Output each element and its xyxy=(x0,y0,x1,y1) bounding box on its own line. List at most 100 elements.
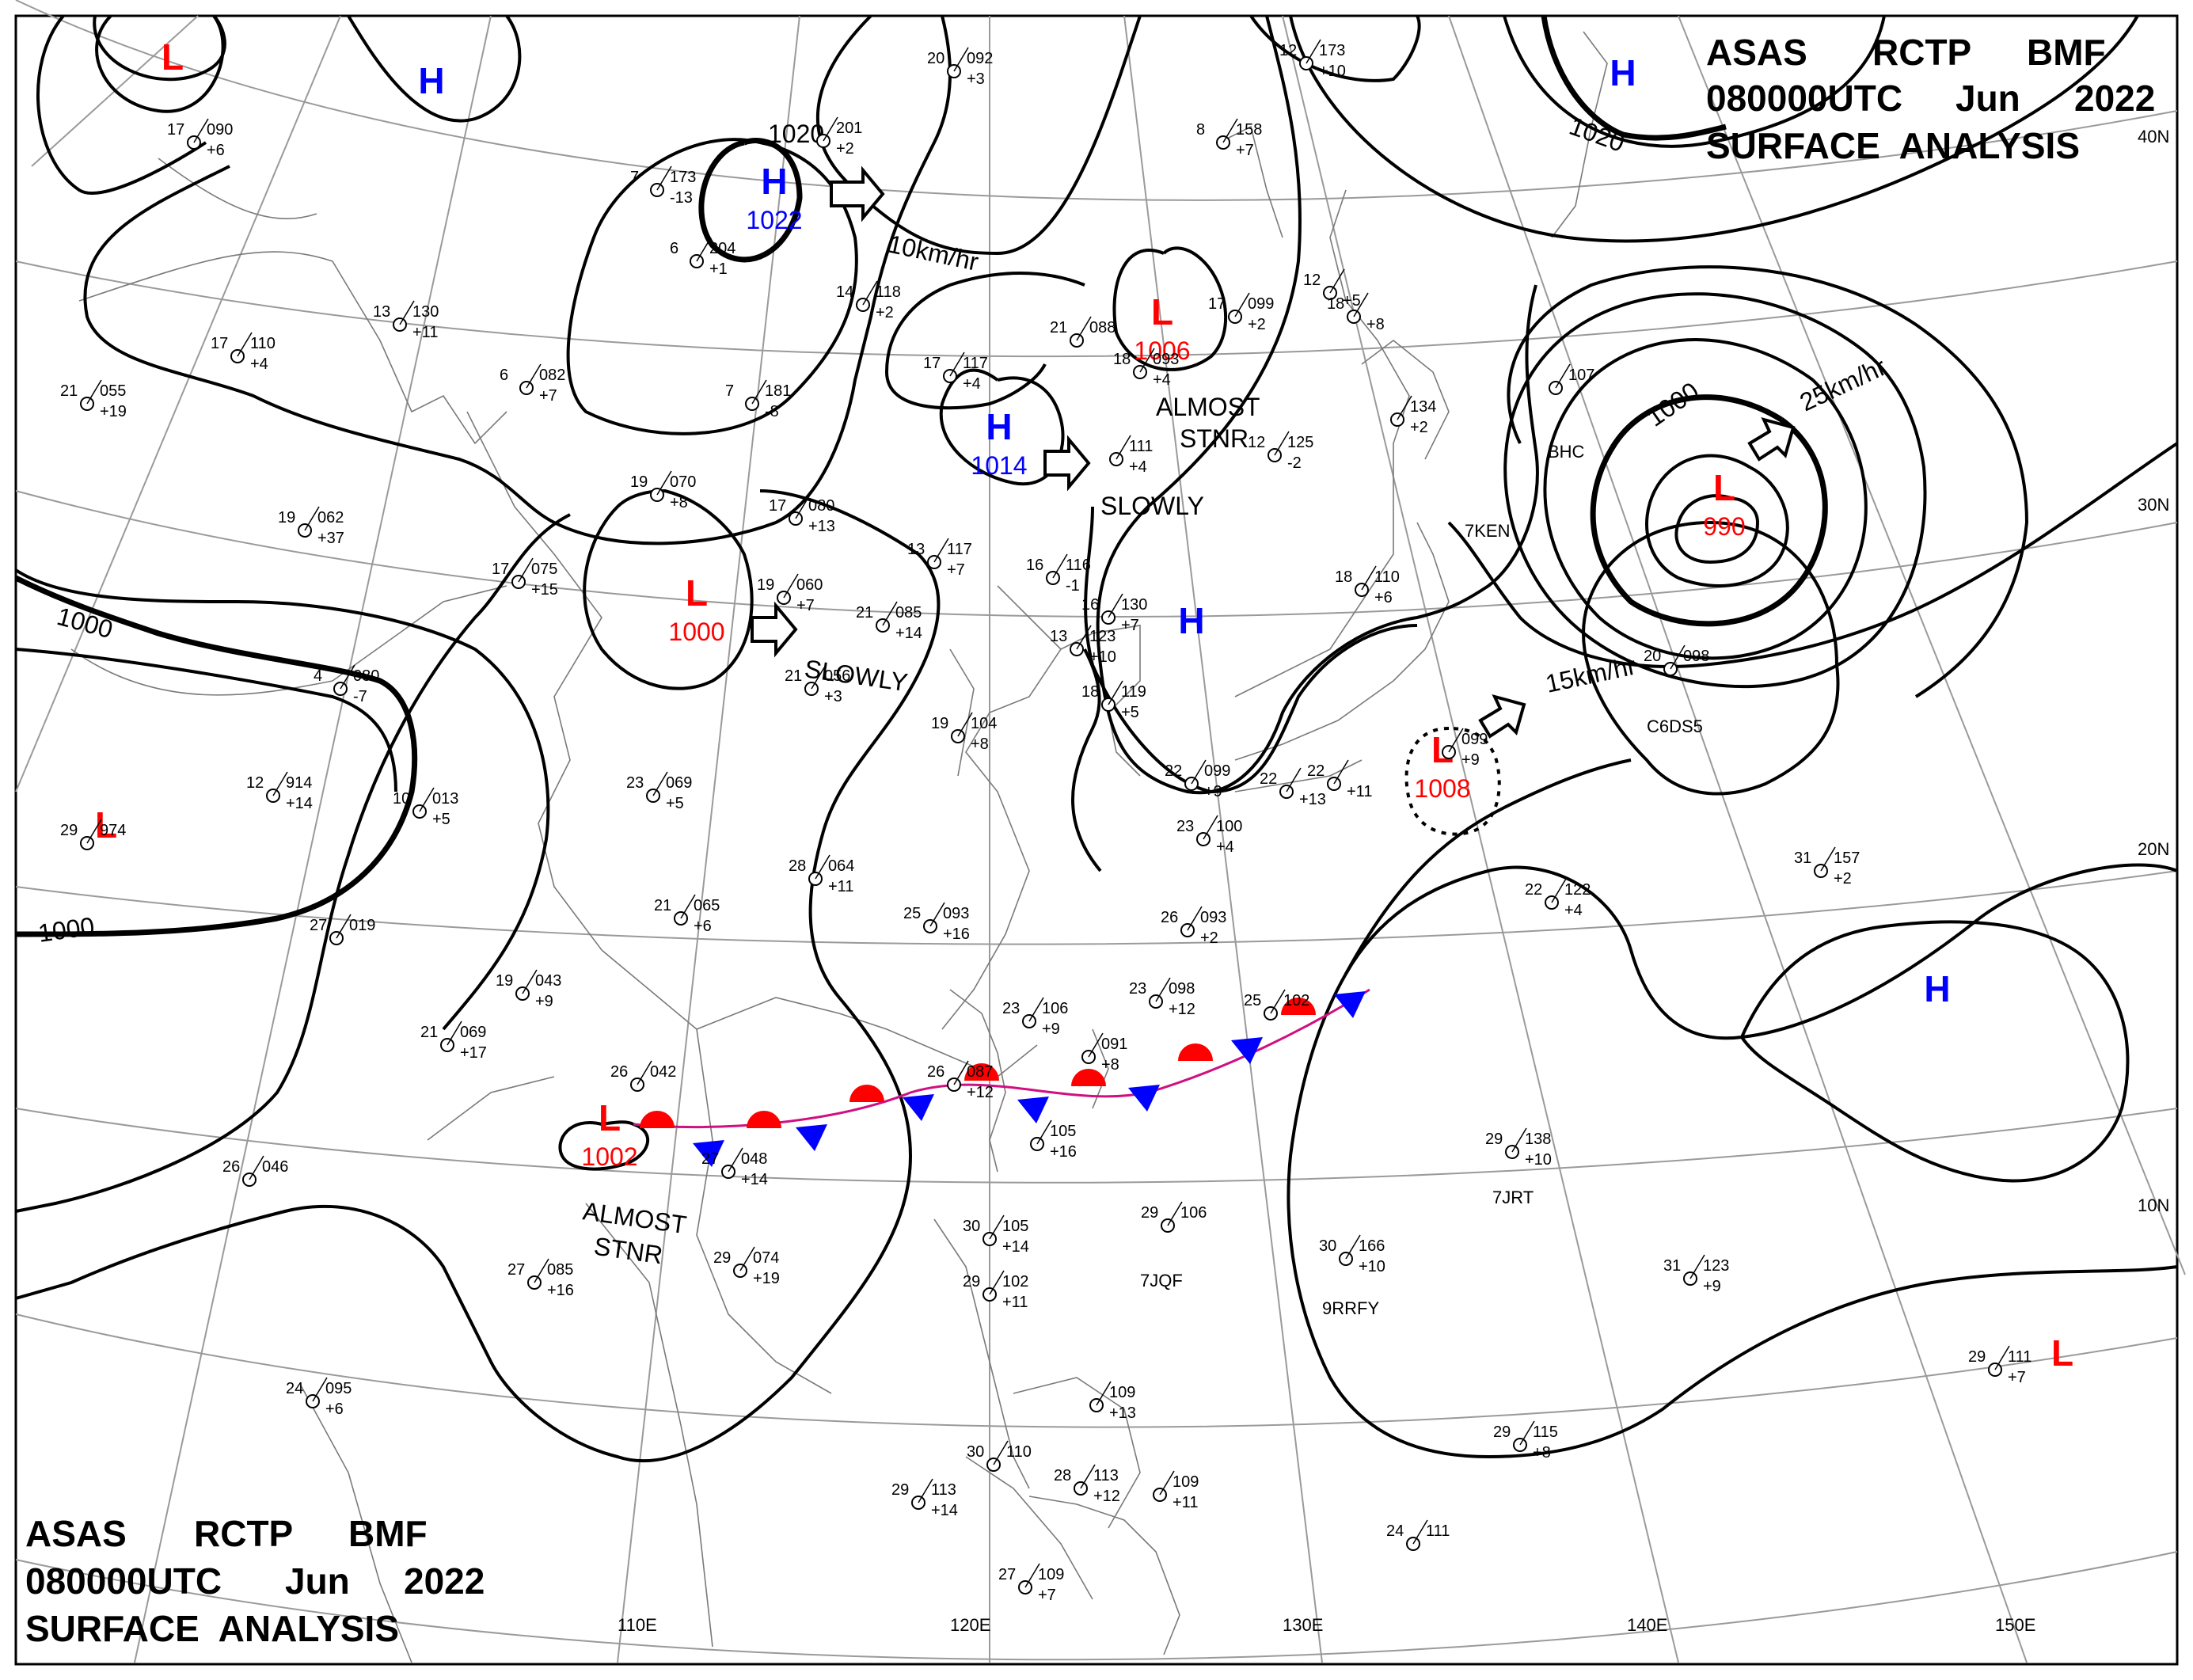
wind-barb xyxy=(949,352,965,377)
station-temperature: 18 xyxy=(1335,568,1352,586)
station-plot: 21 055 +19 xyxy=(60,379,127,420)
station-pressure-tendency: +9 xyxy=(1042,1021,1060,1038)
wind-barb xyxy=(1203,815,1218,840)
station-pressure: 019 xyxy=(349,917,375,934)
station-temperature: 19 xyxy=(278,509,295,526)
station-temperature: 13 xyxy=(1050,628,1067,645)
wind-barb xyxy=(1286,767,1302,792)
lon-label-130e: 130E xyxy=(1283,1615,1323,1635)
station-pressure-tendency: -2 xyxy=(1287,454,1302,472)
station-pressure-tendency: +13 xyxy=(1299,791,1326,808)
station-pressure: 062 xyxy=(317,509,344,526)
station-pressure-tendency: +11 xyxy=(1173,1494,1198,1511)
header-code: ASAS xyxy=(1706,32,1807,73)
wind-barb xyxy=(336,914,352,939)
station-pressure: 048 xyxy=(741,1150,767,1168)
station-pressure: 158 xyxy=(1236,121,1262,139)
station-plot: 18 119 +5 xyxy=(1081,680,1146,721)
wind-barb xyxy=(751,379,767,405)
station-temperature: 12 xyxy=(1303,272,1321,289)
wind-barb xyxy=(1052,553,1068,579)
station-pressure: 138 xyxy=(1525,1131,1551,1148)
station-pressure-tendency: +3 xyxy=(824,688,842,705)
station-plot: 29 074 +19 xyxy=(713,1246,780,1287)
station-pressure: 130 xyxy=(412,303,439,321)
station-plot: 201+2 xyxy=(816,116,862,158)
motion-label: SLOWLY xyxy=(1100,492,1204,520)
wind-barb xyxy=(312,1377,328,1402)
station-pressure: 074 xyxy=(753,1249,779,1267)
station-temperature: 29 xyxy=(60,822,78,839)
wind-barb xyxy=(1511,1127,1527,1153)
station-pressure: 055 xyxy=(100,382,126,400)
station-pressure-tendency: -13 xyxy=(670,189,693,207)
header-year: 2022 xyxy=(404,1560,485,1602)
center-pressure-value: 990 xyxy=(1703,512,1745,541)
wind-barb xyxy=(1159,1470,1175,1496)
station-temperature: 12 xyxy=(1279,42,1297,59)
station-pressure: 204 xyxy=(709,240,735,257)
station-plot: 8 158 +7 xyxy=(1196,118,1262,159)
station-pressure-tendency: +11 xyxy=(412,324,438,341)
graticule xyxy=(15,0,2186,1663)
station-plot: 26 046 xyxy=(222,1155,288,1187)
wind-barb xyxy=(237,332,253,357)
station-pressure: 117 xyxy=(963,355,988,372)
wind-barb xyxy=(1139,348,1155,373)
station-temperature: 21 xyxy=(60,382,78,400)
station-temperature: 12 xyxy=(246,774,264,792)
station-pressure-tendency: +11 xyxy=(1002,1294,1028,1311)
wind-barb xyxy=(696,237,712,262)
low-marker: L xyxy=(1151,291,1173,333)
wind-barb xyxy=(811,664,827,690)
station-pressure: 115 xyxy=(1533,1423,1558,1441)
station-pressure: 093 xyxy=(943,905,969,922)
station-plot: 19 060 +7 xyxy=(757,573,823,614)
station-pressure: 102 xyxy=(1002,1273,1028,1290)
wind-barb xyxy=(1222,118,1238,143)
wind-barb xyxy=(193,118,209,143)
wind-barb xyxy=(1345,1234,1361,1260)
header-month: Jun xyxy=(1955,78,2020,119)
station-plot: 12 173 +10 xyxy=(1279,39,1346,80)
station-plot: 109+13 xyxy=(1089,1381,1136,1422)
station-pressure: 117 xyxy=(947,541,972,558)
station-pressure-tendency: +8 xyxy=(971,735,989,753)
station-plot: 17 110 +4 xyxy=(211,332,276,373)
station-pressure-tendency: +14 xyxy=(895,625,922,642)
high-marker: H xyxy=(418,60,444,101)
station-pressure: 110 xyxy=(1006,1443,1032,1461)
station-plot: 31 123 +9 xyxy=(1663,1254,1729,1295)
station-pressure: 093 xyxy=(1200,909,1226,926)
station-pressure-tendency: +9 xyxy=(1703,1278,1721,1295)
wind-barb xyxy=(1555,363,1571,389)
station-plot: 27 048 +14 xyxy=(701,1147,768,1188)
lat-label-40n: 40N xyxy=(2138,127,2169,146)
station-pressure-tendency: +14 xyxy=(286,795,313,812)
wind-barb xyxy=(953,1060,969,1085)
station-plot: 22 +13 xyxy=(1260,767,1326,808)
station-temperature: 20 xyxy=(1644,648,1661,665)
station-temperature: 14 xyxy=(836,283,853,301)
wind-barb xyxy=(419,787,435,812)
warm-front-mark xyxy=(640,1111,675,1128)
station-plot: 13 123 +10 xyxy=(1050,625,1116,666)
station-temperature: 7 xyxy=(630,169,639,186)
wind-barb xyxy=(656,470,672,496)
station-pressure: 092 xyxy=(967,50,993,67)
station-plot: 17 080 +13 xyxy=(769,494,835,535)
high-marker: H xyxy=(1924,968,1950,1009)
station-pressure-tendency: +2 xyxy=(1834,870,1852,888)
station-pressure-tendency: +7 xyxy=(1236,142,1254,159)
station-plot: 19 043 +9 xyxy=(496,969,561,1010)
low-marker: L xyxy=(2051,1332,2073,1374)
station-pressure-tendency: +6 xyxy=(1374,589,1393,606)
station-temperature: 23 xyxy=(626,774,644,792)
station-pressure: 157 xyxy=(1834,850,1860,867)
station-temperature: 17 xyxy=(211,335,228,352)
station-plot: 23 098 +12 xyxy=(1129,977,1195,1018)
wind-barb xyxy=(1108,680,1123,705)
station-pressure: 090 xyxy=(207,121,233,139)
station-temperature: 21 xyxy=(420,1024,438,1041)
